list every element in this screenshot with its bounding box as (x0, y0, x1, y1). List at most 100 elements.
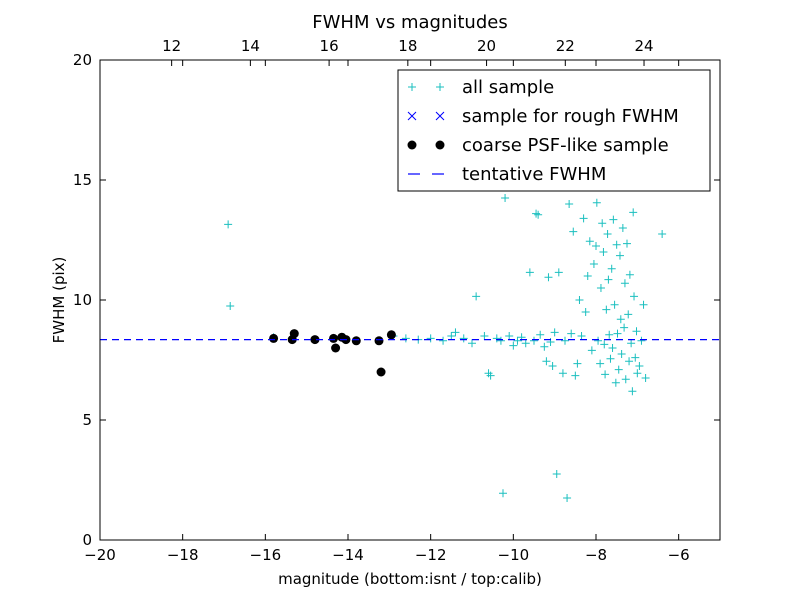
legend-entry: tentative FWHM (408, 164, 606, 185)
psf-like-point (376, 367, 386, 377)
all-sample-point (598, 219, 607, 228)
y-axis-label: FWHM (pix) (50, 257, 68, 344)
all-sample-point (468, 339, 476, 348)
all-sample-point (629, 208, 638, 217)
all-sample-point (534, 210, 543, 219)
psf-like-point (386, 330, 396, 340)
all-sample-point (637, 336, 646, 345)
legend-x-icon (435, 111, 445, 121)
all-sample-point (613, 329, 622, 338)
all-sample-point (594, 336, 603, 345)
all-sample-point (633, 369, 642, 378)
legend-entry: sample for rough FWHM (407, 106, 679, 127)
all-sample-point (583, 272, 592, 280)
all-sample-point (624, 310, 633, 319)
legend-circle-icon (407, 140, 417, 150)
x-tick-label: −12 (415, 546, 447, 564)
all-sample-point (615, 251, 624, 260)
all-sample-point (620, 279, 629, 288)
legend-x-icon (407, 111, 417, 121)
all-sample-point (451, 328, 460, 337)
all-sample-point (612, 240, 621, 249)
all-sample-point (558, 369, 567, 378)
all-sample-point (606, 354, 615, 363)
all-sample-point (620, 323, 629, 332)
all-sample-point (459, 334, 468, 343)
x-tick-label: −18 (167, 546, 199, 564)
all-sample-point (658, 230, 667, 238)
legend-label: coarse PSF-like sample (462, 135, 669, 156)
all-sample-point (627, 339, 636, 348)
x-tick-label: −14 (332, 546, 364, 564)
top-axis-tick-label: 14 (241, 37, 260, 55)
series-layer (100, 194, 720, 502)
y-tick-label: 0 (82, 531, 92, 549)
all-sample-point (492, 334, 501, 343)
all-sample-point (472, 292, 481, 301)
all-sample-point (585, 237, 594, 246)
all-sample-point (592, 198, 601, 207)
all-sample-point (623, 239, 631, 248)
all-sample-point (447, 332, 456, 340)
all-sample-point (596, 359, 605, 368)
all-sample-point (577, 332, 586, 340)
all-sample-point (542, 357, 551, 366)
all-sample-point (426, 334, 435, 343)
plot-frame (99, 59, 721, 541)
all-sample-point (587, 346, 596, 355)
psf-like-point (289, 329, 299, 339)
top-axis-tick-label: 22 (556, 37, 575, 55)
all-sample-point (601, 370, 610, 379)
psf-like-point (269, 333, 279, 343)
all-sample-point (599, 248, 608, 256)
all-sample-point (609, 215, 618, 224)
all-sample-point (567, 329, 576, 338)
all-sample-point (631, 353, 640, 362)
all-sample-point (561, 336, 569, 345)
legend-plus-icon (436, 83, 444, 91)
all-sample-point (554, 268, 563, 277)
all-sample-point (608, 344, 617, 352)
all-sample-point (625, 357, 634, 366)
all-sample-point (630, 292, 639, 301)
all-sample-point (525, 268, 534, 277)
all-sample-point (603, 230, 612, 238)
psf-like-point (374, 336, 384, 346)
all-sample-point (581, 308, 590, 316)
all-sample-point (401, 334, 410, 343)
all-sample-point (617, 350, 626, 358)
all-sample-point (575, 296, 584, 304)
all-sample-point (600, 340, 609, 349)
all-sample-point (505, 332, 514, 340)
all-sample-point (499, 489, 507, 498)
all-sample-point (610, 300, 619, 309)
all-sample-point (614, 365, 623, 374)
all-sample-point (226, 302, 235, 310)
all-sample-point (628, 387, 637, 396)
all-sample-point (607, 264, 616, 273)
all-sample-point (621, 375, 630, 384)
all-sample-point (552, 470, 561, 478)
psf-like-point (310, 335, 320, 345)
all-sample-point (625, 270, 634, 279)
series-all-sample (224, 194, 667, 502)
all-sample-point (540, 342, 549, 351)
all-sample-point (616, 315, 625, 324)
top-axis-tick-label: 18 (398, 37, 417, 55)
all-sample-point (589, 260, 598, 268)
x-tick-label: −20 (84, 546, 116, 564)
top-axis-tick-label: 16 (320, 37, 339, 55)
all-sample-point (501, 194, 510, 202)
all-sample-point (635, 362, 644, 370)
all-sample-point (486, 371, 495, 380)
all-sample-point (544, 273, 553, 282)
series-coarse-psf-like-sample (269, 329, 396, 377)
legend-entry: coarse PSF-like sample (407, 135, 669, 156)
psf-like-point (329, 333, 339, 343)
top-axis-tick-label: 24 (634, 37, 653, 55)
all-sample-point (530, 336, 538, 345)
chart-title: FWHM vs magnitudes (312, 12, 507, 33)
all-sample-point (224, 220, 233, 229)
y-tick-label: 20 (73, 51, 92, 69)
